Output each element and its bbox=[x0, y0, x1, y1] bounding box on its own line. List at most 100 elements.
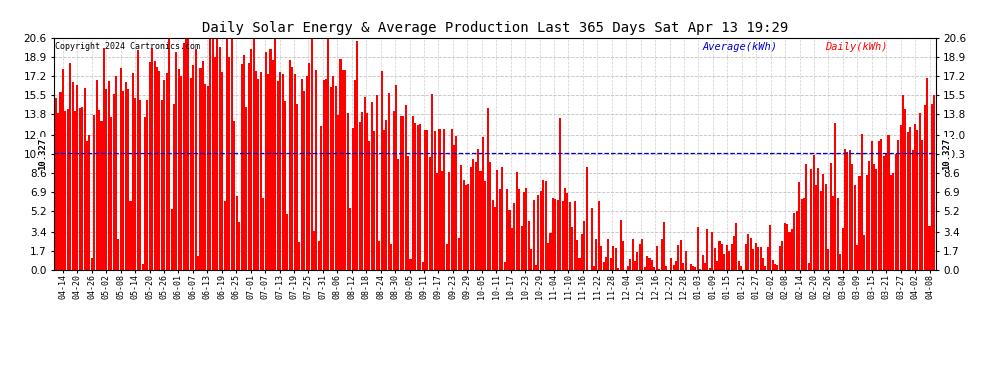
Bar bbox=[521, 226, 523, 270]
Bar bbox=[311, 38, 313, 270]
Bar bbox=[168, 38, 170, 270]
Bar bbox=[59, 92, 61, 270]
Bar bbox=[195, 49, 197, 270]
Bar bbox=[410, 260, 412, 270]
Bar bbox=[66, 110, 68, 270]
Bar bbox=[160, 100, 163, 270]
Bar bbox=[728, 251, 731, 270]
Bar bbox=[173, 104, 175, 270]
Bar bbox=[212, 38, 214, 270]
Bar bbox=[658, 268, 660, 270]
Bar bbox=[825, 183, 827, 270]
Bar bbox=[890, 175, 892, 270]
Bar bbox=[185, 38, 187, 270]
Bar bbox=[840, 254, 842, 270]
Bar bbox=[429, 157, 431, 270]
Bar bbox=[895, 154, 897, 270]
Bar bbox=[86, 141, 88, 270]
Bar bbox=[64, 111, 66, 270]
Bar bbox=[801, 199, 803, 270]
Bar bbox=[441, 171, 443, 270]
Bar bbox=[655, 246, 657, 270]
Bar bbox=[243, 55, 245, 270]
Bar bbox=[453, 144, 455, 270]
Bar bbox=[385, 120, 387, 270]
Bar bbox=[289, 60, 291, 270]
Bar bbox=[533, 200, 535, 270]
Bar bbox=[74, 111, 76, 270]
Bar bbox=[209, 38, 211, 270]
Bar bbox=[764, 266, 766, 270]
Bar bbox=[234, 121, 236, 270]
Bar bbox=[583, 221, 585, 270]
Bar bbox=[120, 68, 122, 270]
Bar bbox=[880, 140, 882, 270]
Bar bbox=[252, 38, 254, 270]
Bar bbox=[873, 164, 875, 270]
Bar bbox=[197, 256, 199, 270]
Bar bbox=[672, 265, 674, 270]
Bar bbox=[745, 244, 747, 270]
Bar bbox=[156, 68, 158, 270]
Bar bbox=[267, 74, 269, 270]
Bar bbox=[851, 164, 853, 270]
Bar bbox=[142, 264, 144, 270]
Bar bbox=[444, 129, 446, 270]
Bar bbox=[226, 38, 228, 270]
Bar bbox=[699, 269, 701, 270]
Bar bbox=[492, 200, 494, 270]
Bar bbox=[931, 104, 933, 270]
Bar bbox=[694, 267, 696, 270]
Bar bbox=[846, 152, 848, 270]
Bar bbox=[144, 117, 146, 270]
Bar bbox=[586, 166, 588, 270]
Bar bbox=[479, 171, 481, 270]
Bar bbox=[217, 38, 219, 270]
Bar bbox=[250, 49, 252, 270]
Bar bbox=[477, 150, 479, 270]
Bar bbox=[190, 78, 192, 270]
Bar bbox=[885, 154, 887, 270]
Bar bbox=[450, 129, 452, 270]
Bar bbox=[178, 69, 180, 270]
Bar bbox=[375, 94, 378, 270]
Bar bbox=[69, 63, 71, 270]
Bar bbox=[781, 242, 783, 270]
Bar bbox=[622, 241, 624, 270]
Bar bbox=[540, 191, 542, 270]
Bar bbox=[199, 68, 202, 270]
Bar bbox=[277, 81, 279, 270]
Bar bbox=[103, 48, 105, 270]
Bar bbox=[663, 222, 665, 270]
Bar bbox=[231, 38, 233, 270]
Bar bbox=[902, 95, 904, 270]
Bar bbox=[163, 80, 165, 270]
Bar bbox=[863, 235, 865, 270]
Bar bbox=[356, 41, 358, 270]
Bar bbox=[101, 121, 103, 270]
Bar bbox=[675, 261, 677, 270]
Bar bbox=[774, 264, 776, 270]
Bar bbox=[291, 67, 293, 270]
Bar bbox=[330, 87, 332, 270]
Bar bbox=[400, 116, 402, 270]
Bar bbox=[543, 180, 545, 270]
Bar bbox=[726, 245, 728, 270]
Bar bbox=[677, 245, 679, 270]
Bar bbox=[316, 70, 318, 270]
Bar bbox=[806, 164, 808, 270]
Bar bbox=[798, 182, 800, 270]
Bar bbox=[467, 184, 469, 270]
Bar bbox=[697, 227, 699, 270]
Bar bbox=[175, 52, 177, 270]
Bar bbox=[892, 172, 894, 270]
Bar bbox=[303, 92, 305, 270]
Bar bbox=[298, 242, 301, 270]
Bar bbox=[434, 130, 436, 270]
Bar bbox=[815, 186, 817, 270]
Bar bbox=[127, 89, 129, 270]
Bar bbox=[108, 81, 110, 270]
Bar bbox=[653, 267, 655, 270]
Bar bbox=[564, 188, 566, 270]
Bar bbox=[325, 79, 327, 270]
